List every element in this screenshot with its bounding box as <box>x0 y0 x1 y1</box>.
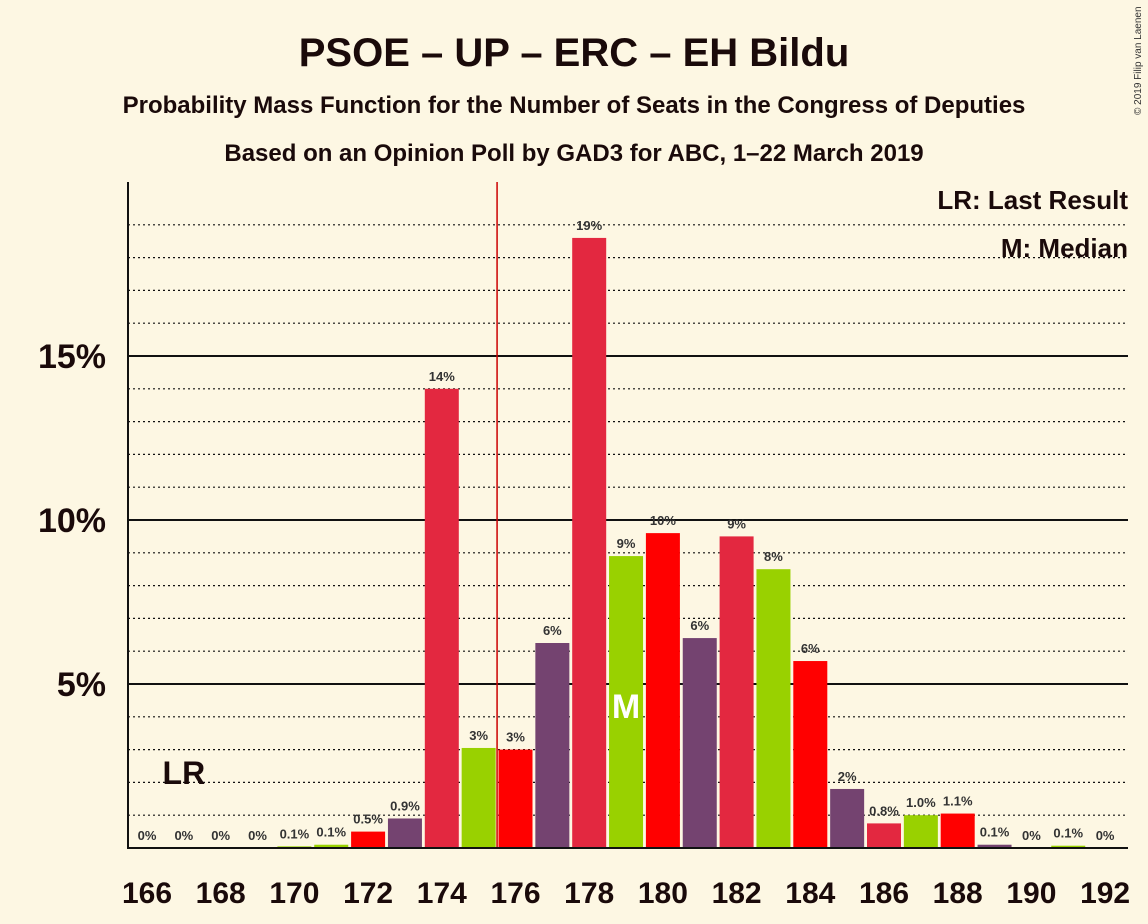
bar-seat-185 <box>830 788 865 848</box>
bar-label-seat-170: 0.1% <box>280 826 310 841</box>
legend-last-result: LR: Last Result <box>937 185 1128 215</box>
x-tick-label: 178 <box>564 877 614 910</box>
x-tick-label: 180 <box>638 877 688 910</box>
bar-seat-186 <box>867 823 901 848</box>
bar-label-seat-177: 6% <box>543 623 562 638</box>
bar-label-seat-185: 2% <box>838 769 857 784</box>
bar-seat-182 <box>719 536 754 848</box>
bar-label-seat-191: 0.1% <box>1053 826 1083 841</box>
bar-seat-171 <box>314 844 349 848</box>
y-tick-labels: 5% 10% 15% <box>38 338 106 704</box>
bar-seat-175 <box>461 747 496 848</box>
x-tick-label: 174 <box>417 877 467 910</box>
bar-label-seat-169: 0% <box>248 828 267 843</box>
bar-label-seat-168: 0% <box>211 828 230 843</box>
legend-lr-backdrop <box>940 184 1132 218</box>
bar-seat-172 <box>351 831 386 848</box>
bar-labels: 0% 0% 0% 0% 0.1% 0.1% 0.5% 0.9% 14% 3% 3% 6% 19% 9% 10… <box>138 218 1115 843</box>
bar-seat-188 <box>940 813 975 848</box>
bar-label-seat-176: 3% <box>506 730 525 745</box>
bar-label-seat-182: 9% <box>727 516 746 531</box>
bar-seat-187 <box>903 815 938 848</box>
x-tick-labels: 166 168 170 172 174 176 178 180 182 184 186 188 190 1… <box>122 877 1130 910</box>
x-tick-label: 184 <box>785 877 835 910</box>
bar-label-seat-171: 0.1% <box>316 825 346 840</box>
bar-label-seat-166: 0% <box>138 828 157 843</box>
x-tick-label: 166 <box>122 877 172 910</box>
markers: LR M <box>163 688 641 791</box>
bar-seat-183 <box>756 569 791 848</box>
bar-label-seat-179: 9% <box>617 536 636 551</box>
bar-label-seat-189: 0.1% <box>980 825 1010 840</box>
x-tick-label: 172 <box>343 877 393 910</box>
bar-seat-178 <box>572 237 607 849</box>
bar-label-seat-187: 1.0% <box>906 795 936 810</box>
bar-label-seat-186: 0.8% <box>869 803 899 818</box>
y-tick-label: 15% <box>38 338 106 376</box>
bar-label-seat-192: 0% <box>1096 828 1115 843</box>
bar-label-seat-188: 1.1% <box>943 794 973 809</box>
bar-seat-189 <box>977 844 1012 848</box>
bar-label-seat-184: 6% <box>801 641 820 656</box>
bar-seat-174 <box>424 388 459 848</box>
last-result-marker: LR <box>163 755 206 791</box>
bar-label-seat-190: 0% <box>1022 828 1041 843</box>
bar-seat-176 <box>498 749 533 848</box>
x-tick-label: 192 <box>1080 877 1130 910</box>
x-tick-label: 168 <box>196 877 246 910</box>
chart-title: PSOE – UP – ERC – EH Bildu <box>299 31 850 75</box>
bar-label-seat-174: 14% <box>429 369 455 384</box>
y-tick-label: 10% <box>38 502 106 540</box>
bar-label-seat-172: 0.5% <box>353 812 383 827</box>
legend-median: M: Median <box>1001 233 1128 263</box>
bar-seat-177 <box>535 643 570 848</box>
chart-source: Based on an Opinion Poll by GAD3 for ABC… <box>224 140 923 167</box>
bar-seat-191 <box>1051 845 1086 848</box>
y-tick-label: 5% <box>57 666 106 704</box>
chart-subtitle: Probability Mass Function for the Number… <box>123 92 1026 119</box>
copyright-note: © 2019 Filip van Laenen <box>1133 6 1144 115</box>
axes <box>127 182 1128 849</box>
x-tick-label: 176 <box>490 877 540 910</box>
bar-seat-173 <box>387 818 422 848</box>
x-tick-label: 188 <box>933 877 983 910</box>
x-tick-label: 186 <box>859 877 909 910</box>
bar-label-seat-183: 8% <box>764 549 783 564</box>
bar-label-seat-175: 3% <box>469 728 488 743</box>
bar-label-seat-167: 0% <box>174 828 193 843</box>
x-tick-label: 190 <box>1006 877 1056 910</box>
bar-label-seat-181: 6% <box>690 618 709 633</box>
bar-seat-179 <box>609 556 644 848</box>
bar-label-seat-173: 0.9% <box>390 798 420 813</box>
bar-seat-180 <box>645 533 680 848</box>
x-tick-label: 182 <box>712 877 762 910</box>
bar-series <box>277 237 1086 849</box>
bar-seat-181 <box>682 638 717 848</box>
bar-label-seat-180: 10% <box>650 513 676 528</box>
bar-label-seat-178: 19% <box>576 218 602 233</box>
x-tick-label: 170 <box>269 877 319 910</box>
bar-seat-184 <box>793 661 828 848</box>
median-marker: M <box>612 688 640 726</box>
